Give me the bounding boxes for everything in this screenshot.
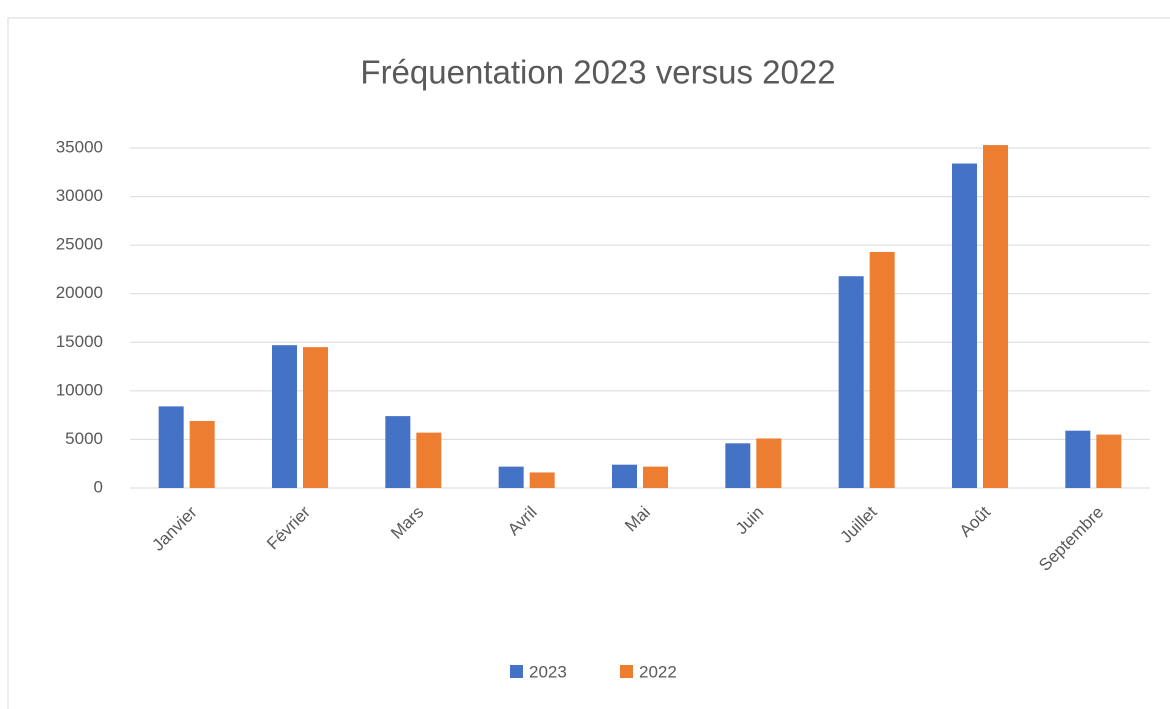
bar [158,406,184,488]
legend-swatch [510,665,523,678]
legend-label: 2022 [639,662,677,681]
chart-title: Fréquentation 2023 versus 2022 [360,54,835,91]
bar [643,466,668,488]
bar [1096,434,1122,488]
legend-label: 2023 [529,662,567,681]
y-tick-label: 20000 [56,283,103,302]
bar [189,420,215,488]
bar [416,432,442,488]
y-tick-label: 25000 [56,235,103,254]
bar [1065,430,1091,488]
bar [952,163,977,489]
bar [272,345,297,488]
bar [498,466,524,488]
bar [756,438,782,488]
y-tick-label: 35000 [56,137,103,156]
y-tick-label: 10000 [56,380,103,399]
legend-swatch [620,665,633,678]
bar [385,416,411,488]
bar [529,472,555,488]
bar [612,464,637,488]
y-tick-label: 5000 [65,429,103,448]
y-tick-label: 30000 [56,186,103,205]
y-tick-label: 0 [94,477,103,496]
bar [869,251,895,488]
bar [983,145,1008,489]
bar [838,276,864,488]
bar [725,443,751,488]
bar [303,347,328,488]
y-tick-label: 15000 [56,332,103,351]
